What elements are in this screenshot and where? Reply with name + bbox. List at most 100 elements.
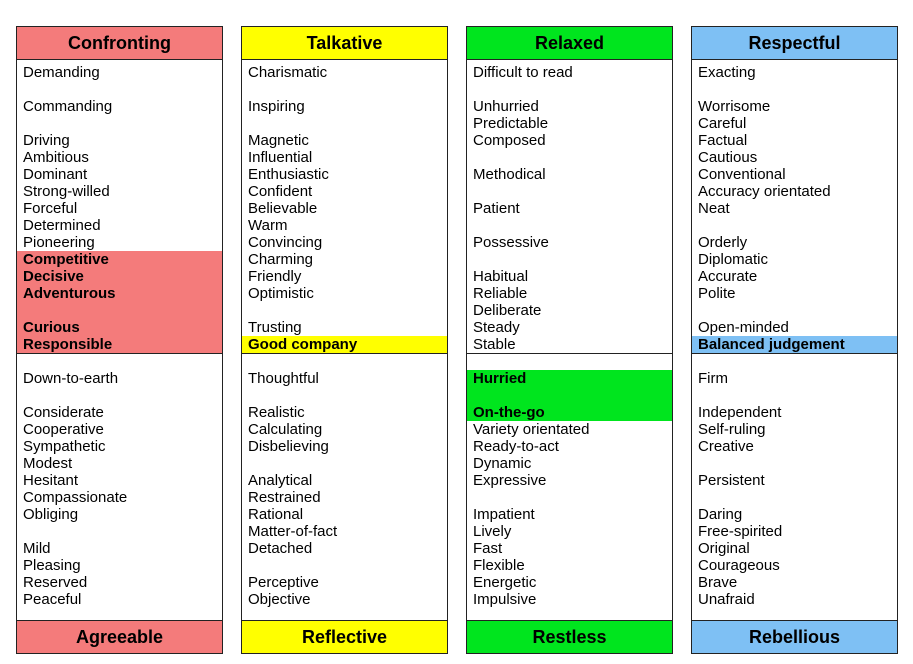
trait-item: Peaceful — [23, 591, 82, 608]
trait-item: Warm — [248, 217, 288, 234]
trait-item: Enthusiastic — [248, 166, 329, 183]
column-body-respectful: Exacting Worrisome Careful Factual Cautious C… — [692, 59, 897, 621]
trait-item: Daring — [698, 506, 743, 523]
trait-item: Original — [698, 540, 750, 557]
trait-item: Neat — [698, 200, 730, 217]
trait-item: Considerate — [23, 404, 104, 421]
trait-item: Variety orientated — [473, 421, 590, 438]
trait-item: Pioneering — [23, 234, 95, 251]
trait-item: Objective — [248, 591, 311, 608]
column-respectful: Respectful Exacting Worrisome Careful Factua… — [691, 26, 898, 654]
trait-item: Cooperative — [23, 421, 104, 438]
trait-item: Possessive — [473, 234, 549, 251]
trait-item: Obliging — [23, 506, 79, 523]
trait-item: Charismatic — [248, 64, 328, 81]
trait-item: Conventional — [698, 166, 786, 183]
trait-item: Brave — [698, 574, 738, 591]
trait-item: Compassionate — [23, 489, 128, 506]
trait-item: Decisive — [23, 268, 84, 285]
trait-item: Inspiring — [248, 98, 305, 115]
trait-item: Orderly — [698, 234, 748, 251]
trait-item: Courageous — [698, 557, 780, 574]
trait-item: Composed — [473, 132, 546, 149]
trait-item: Open-minded — [698, 319, 789, 336]
trait-item: Hurried — [473, 370, 527, 387]
trait-item: Stable — [473, 336, 516, 353]
trait-item: Charming — [248, 251, 314, 268]
trait-item: Creative — [698, 438, 754, 455]
trait-item: Magnetic — [248, 132, 309, 149]
column-body-relaxed: Difficult to read Unhurried Predictable Com… — [467, 59, 672, 621]
trait-item: Factual — [698, 132, 748, 149]
column-footer-relaxed: Restless — [467, 620, 672, 653]
column-footer-confronting: Agreeable — [17, 620, 222, 653]
trait-item: Ready-to-act — [473, 438, 559, 455]
column-header-relaxed: Relaxed — [467, 27, 672, 60]
trait-item: Worrisome — [698, 98, 771, 115]
trait-item: Hesitant — [23, 472, 79, 489]
section-divider — [467, 353, 672, 354]
trait-item: Predictable — [473, 115, 549, 132]
trait-item: Adventurous — [23, 285, 116, 302]
trait-item: Analytical — [248, 472, 313, 489]
column-confronting: Confronting Demanding Commanding Driving Amb… — [16, 26, 223, 654]
trait-item: Modest — [23, 455, 73, 472]
trait-item: Steady — [473, 319, 520, 336]
trait-item: Reliable — [473, 285, 528, 302]
trait-item: Realistic — [248, 404, 305, 421]
trait-item: Pleasing — [23, 557, 81, 574]
trait-item: Perceptive — [248, 574, 319, 591]
trait-item: Impulsive — [473, 591, 537, 608]
highlight-band — [242, 336, 447, 353]
trait-item: Confident — [248, 183, 313, 200]
trait-item: On-the-go — [473, 404, 545, 421]
trait-item: Commanding — [23, 98, 113, 115]
trait-item: Forceful — [23, 200, 78, 217]
trait-item: Accurate — [698, 268, 758, 285]
trait-item: Determined — [23, 217, 101, 234]
trait-item: Independent — [698, 404, 782, 421]
trait-item: Convincing — [248, 234, 323, 251]
trait-item: Self-ruling — [698, 421, 766, 438]
trait-item: Habitual — [473, 268, 529, 285]
section-divider — [692, 353, 897, 354]
trait-item: Exacting — [698, 64, 756, 81]
trait-item: Persistent — [698, 472, 765, 489]
trait-item: Diplomatic — [698, 251, 769, 268]
column-footer-talkative: Reflective — [242, 620, 447, 653]
column-body-confronting: Demanding Commanding Driving Ambitious Domin… — [17, 59, 222, 621]
trait-item: Accuracy orientated — [698, 183, 831, 200]
trait-item: Reserved — [23, 574, 88, 591]
trait-item: Ambitious — [23, 149, 89, 166]
trait-item: Dominant — [23, 166, 88, 183]
column-body-talkative: Charismatic Inspiring Magnetic Influential E… — [242, 59, 447, 621]
trait-item: Firm — [698, 370, 728, 387]
trait-item: Friendly — [248, 268, 302, 285]
trait-item: Influential — [248, 149, 313, 166]
trait-item: Trusting — [248, 319, 302, 336]
trait-item: Patient — [473, 200, 520, 217]
trait-item: Restrained — [248, 489, 321, 506]
trait-item: Fast — [473, 540, 503, 557]
trait-item: Strong-willed — [23, 183, 110, 200]
section-divider — [17, 353, 222, 354]
column-header-respectful: Respectful — [692, 27, 897, 60]
trait-item: Free-spirited — [698, 523, 783, 540]
trait-item: Demanding — [23, 64, 100, 81]
trait-item: Energetic — [473, 574, 537, 591]
trait-item: Optimistic — [248, 285, 314, 302]
trait-item: Sympathetic — [23, 438, 106, 455]
trait-item: Good company — [248, 336, 358, 353]
highlight-band — [17, 251, 222, 353]
trait-item: Methodical — [473, 166, 546, 183]
trait-item: Polite — [698, 285, 736, 302]
trait-item: Believable — [248, 200, 318, 217]
trait-item: Detached — [248, 540, 313, 557]
trait-item: Thoughtful — [248, 370, 319, 387]
trait-item: Rational — [248, 506, 304, 523]
trait-item: Competitive — [23, 251, 109, 268]
trait-item: Dynamic — [473, 455, 532, 472]
column-talkative: Talkative Charismatic Inspiring Magnetic Inf… — [241, 26, 448, 654]
trait-item: Matter-of-fact — [248, 523, 338, 540]
trait-item: Impatient — [473, 506, 535, 523]
